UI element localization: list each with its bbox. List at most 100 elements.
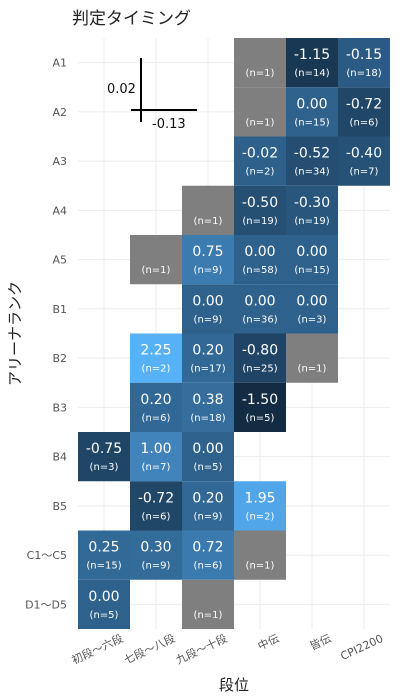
heatmap-cell (286, 284, 338, 334)
cell-count-label: (n=9) (194, 314, 223, 325)
y-axis-title: アリーナランク (6, 281, 24, 386)
cell-value-label: -0.75 (86, 441, 122, 457)
heatmap-cell (182, 530, 234, 580)
heatmap-cell (130, 333, 182, 383)
cell-count-label: (n=17) (190, 364, 225, 375)
cell-count-label: (n=6) (350, 117, 379, 128)
y-tick-label: A2 (52, 106, 67, 119)
cell-count-label: (n=15) (294, 117, 329, 128)
cell-count-label: (n=3) (90, 462, 119, 473)
heatmap-cell (234, 530, 286, 580)
heatmap-cell (234, 235, 286, 285)
heatmap-cell (182, 579, 234, 629)
heatmap-cell (286, 38, 338, 88)
x-tick-label: 九段～十段 (174, 631, 230, 667)
cell-count-label: (n=19) (242, 216, 277, 227)
cell-value-label: -1.50 (242, 392, 278, 408)
cell-value-label: -0.52 (294, 146, 330, 162)
heatmap-cell (182, 432, 234, 482)
y-tick-label: B5 (52, 500, 67, 513)
cell-count-label: (n=1) (194, 610, 223, 621)
cell-count-label: (n=1) (246, 561, 275, 572)
cell-count-label: (n=1) (142, 265, 171, 276)
heatmap-cell (78, 432, 130, 482)
heatmap-cell (130, 235, 182, 285)
heatmap-cell (130, 382, 182, 432)
cell-value-label: 2.25 (140, 343, 171, 359)
heatmap-cell (130, 432, 182, 482)
heatmap-cell (234, 38, 286, 88)
heatmap-cell (130, 530, 182, 580)
x-tick-label: 皆伝 (308, 632, 333, 653)
heatmap-cell (234, 284, 286, 334)
cell-value-label: 0.38 (192, 392, 223, 408)
cell-value-label: -0.72 (138, 490, 174, 506)
cell-value-label: 1.95 (244, 490, 275, 506)
cell-value-label: 0.25 (88, 540, 119, 556)
cell-count-label: (n=1) (194, 216, 223, 227)
cell-count-label: (n=6) (142, 413, 171, 424)
cell-count-label: (n=2) (246, 511, 275, 522)
heatmap-cell (286, 87, 338, 137)
cell-value-label: 0.00 (296, 293, 327, 309)
cell-value-label: 1.00 (140, 441, 171, 457)
heatmap-cell (130, 481, 182, 531)
heatmap-cell (234, 382, 286, 432)
cell-count-label: (n=5) (90, 610, 119, 621)
cell-count-label: (n=34) (294, 167, 329, 178)
heatmap-cell (286, 136, 338, 186)
cell-count-label: (n=25) (242, 364, 277, 375)
x-tick-label: 中伝 (256, 632, 281, 653)
cell-value-label: -0.30 (294, 195, 330, 211)
cell-value-label: 0.00 (244, 293, 275, 309)
cell-count-label: (n=2) (142, 364, 171, 375)
cell-count-label: (n=58) (242, 265, 277, 276)
cell-count-label: (n=5) (246, 413, 275, 424)
cell-count-label: (n=1) (246, 68, 275, 79)
cell-value-label: 0.20 (192, 343, 223, 359)
cell-count-label: (n=2) (246, 167, 275, 178)
heatmap-cell (286, 333, 338, 383)
heatmap-cell (286, 235, 338, 285)
cell-count-label: (n=9) (194, 511, 223, 522)
cell-value-label: 0.00 (296, 244, 327, 260)
heatmap-cell (234, 185, 286, 235)
heatmap-cell (182, 235, 234, 285)
y-tick-label: A4 (52, 204, 67, 217)
cell-count-label: (n=5) (194, 462, 223, 473)
heatmap-cell (234, 481, 286, 531)
legend-up-label: 0.02 (107, 82, 136, 97)
cell-value-label: 0.00 (192, 293, 223, 309)
cell-count-label: (n=15) (294, 265, 329, 276)
cell-value-label: -0.02 (242, 146, 278, 162)
cell-count-label: (n=7) (350, 167, 379, 178)
heatmap-cell (182, 185, 234, 235)
heatmap-cell (234, 87, 286, 137)
cell-count-label: (n=18) (190, 413, 225, 424)
cell-value-label: -0.72 (346, 96, 382, 112)
x-tick-label: 七段～八段 (122, 631, 178, 667)
y-tick-label: B4 (52, 451, 67, 464)
heatmap-cell (338, 87, 390, 137)
cell-value-label: 0.75 (192, 244, 223, 260)
cell-count-label: (n=18) (346, 68, 381, 79)
cell-value-label: -0.15 (346, 47, 382, 63)
heatmap-cell (234, 333, 286, 383)
heatmap-cell (182, 481, 234, 531)
y-tick-label: A3 (52, 155, 67, 168)
cell-count-label: (n=14) (294, 68, 329, 79)
cell-value-label: 0.00 (244, 244, 275, 260)
cell-count-label: (n=6) (142, 511, 171, 522)
cell-value-label: 0.30 (140, 540, 171, 556)
y-tick-label: B3 (52, 401, 67, 414)
heatmap-cell (182, 333, 234, 383)
x-axis-title: 段位 (219, 676, 249, 694)
cell-count-label: (n=6) (194, 561, 223, 572)
heatmap-cell (182, 284, 234, 334)
y-tick-label: A1 (52, 57, 67, 70)
heatmap-cell (286, 185, 338, 235)
y-tick-label: C1～C5 (27, 549, 67, 562)
cell-count-label: (n=15) (86, 561, 121, 572)
cell-value-label: -0.50 (242, 195, 278, 211)
